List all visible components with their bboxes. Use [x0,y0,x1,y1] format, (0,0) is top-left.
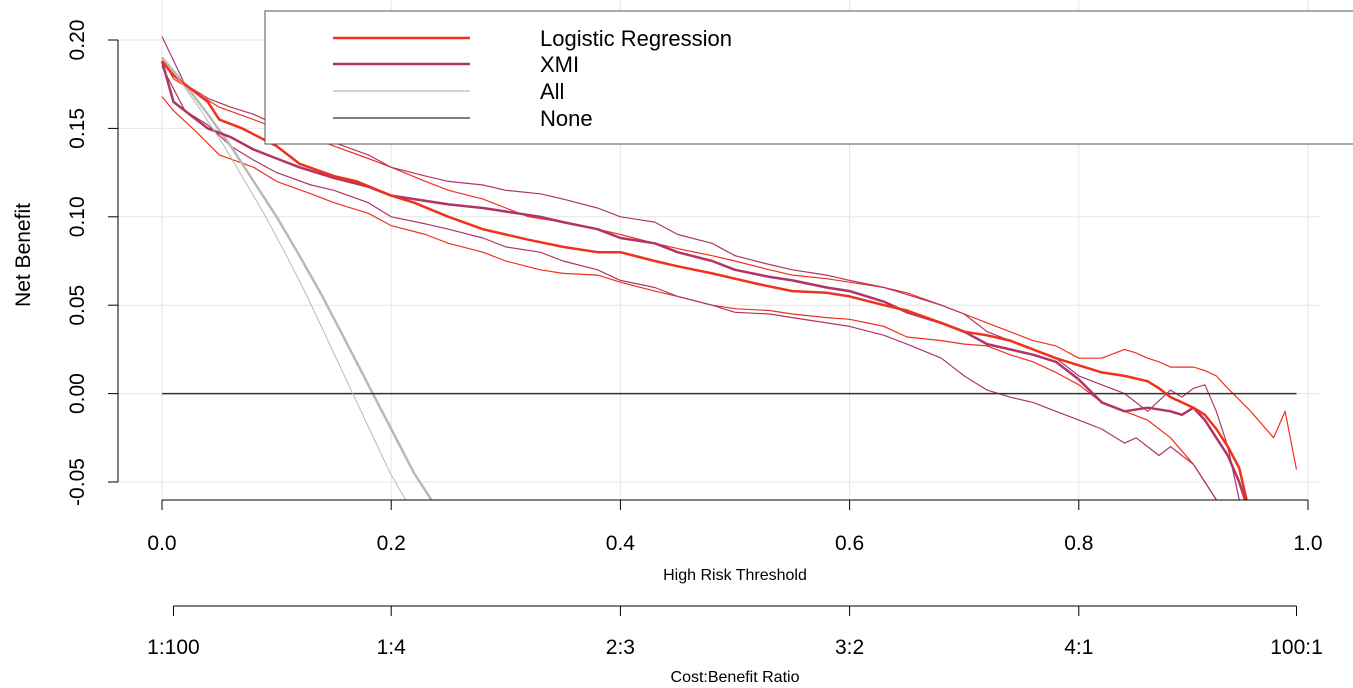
x-tick-label: 0.8 [1064,532,1093,555]
secondary-tick-label: 4:1 [1064,636,1093,659]
legend-label-xmi: XMI [540,52,579,77]
confidence-band-line-2 [161,96,1217,500]
secondary-tick-label: 1:100 [147,636,200,659]
series-line-xmi [160,60,1247,500]
secondary-tick-label: 2:3 [606,636,635,659]
legend-label-none: None [540,106,593,131]
y-tick-label: -0.05 [66,458,89,506]
series-line-all-thin [161,57,407,500]
y-tick-label: 0.05 [66,285,89,326]
y-tick-label: 0.00 [66,373,89,414]
legend-label-logistic-regression: Logistic Regression [540,26,732,51]
y-axis-title: Net Benefit [12,203,35,307]
x-tick-label: 0.2 [377,532,406,555]
secondary-tick-label: 1:4 [377,636,407,659]
x-tick-label: 0.6 [835,532,864,555]
x-tick-label: 1.0 [1293,532,1322,555]
secondary-tick-label: 3:2 [835,636,864,659]
series-line-all [161,56,433,500]
secondary-axis-title: Cost:Benefit Ratio [671,669,800,686]
legend-label-all: All [540,79,564,104]
axes: 0.20 0.15 0.10 0.05 0.00 -0.05 0.0 0.2 0.4 0.6 0.8… [66,20,1323,659]
confidence-band-line-3 [161,36,1240,500]
secondary-tick-label: 100:1 [1270,636,1323,659]
y-tick-label: 0.15 [66,108,89,149]
confidence-band-line-4 [161,66,1217,500]
confidence-band-layer [161,36,1298,500]
series-layer [160,56,1297,500]
y-tick-label: 0.20 [66,20,89,61]
x-tick-label: 0.4 [606,532,636,555]
series-line-logistic-regression [161,60,1248,500]
x-axis-title: High Risk Threshold [663,567,807,584]
confidence-band-line-1 [161,57,1298,470]
legend-box [264,10,1353,145]
y-tick-label: 0.10 [66,196,89,237]
x-tick-label: 0.0 [147,532,176,555]
